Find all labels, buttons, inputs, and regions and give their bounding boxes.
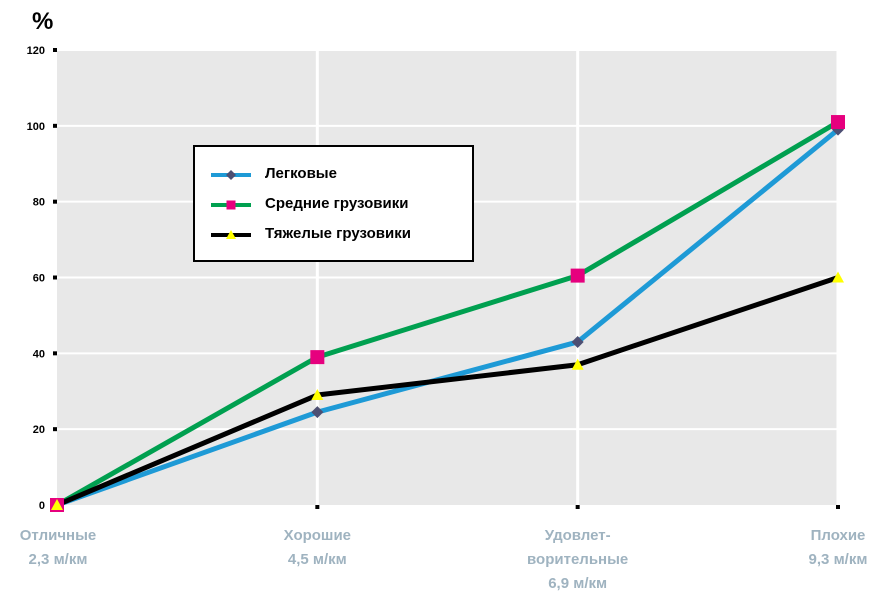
- y-axis-unit-label: %: [32, 8, 54, 35]
- legend-swatch-heavy-trucks: [211, 230, 251, 239]
- x-category-line: Удовлет-: [544, 527, 611, 544]
- x-category-line: 2,3 м/км: [28, 551, 88, 568]
- data-point-square: [310, 350, 325, 365]
- y-tick-label: 0: [39, 500, 45, 512]
- data-point-diamond: [311, 406, 324, 419]
- legend-label-passenger-cars: Легковые: [265, 165, 337, 182]
- data-point-square: [570, 268, 585, 283]
- x-category-label: Удовлет-ворительные 6,9 м/км: [503, 524, 653, 596]
- legend-item-passenger-cars: Легковые: [195, 163, 472, 187]
- series-line-2: [56, 275, 839, 508]
- legend-swatch-passenger-cars: [211, 170, 251, 180]
- chart-legend: Легковые Средние грузовики Тяжелые грузо…: [193, 145, 474, 262]
- data-point-triangle: [571, 358, 584, 370]
- x-tick-mark: [315, 505, 320, 509]
- data-point-diamond: [571, 335, 584, 348]
- series-line-1: [55, 119, 840, 508]
- y-tick-mark: [53, 427, 57, 432]
- x-category-line: Плохие: [810, 527, 866, 544]
- x-category-label: Плохие 9,3 м/км: [763, 524, 879, 572]
- data-point-triangle: [51, 499, 63, 510]
- x-category-line: Хорошие: [283, 527, 352, 544]
- legend-label-medium-trucks: Средние грузовики: [265, 195, 409, 212]
- x-category-label: Отличные 2,3 м/км: [0, 524, 133, 572]
- x-tick-mark: [575, 505, 580, 509]
- y-tick-label: 120: [27, 45, 45, 57]
- data-point-triangle: [832, 271, 844, 283]
- legend-item-heavy-trucks: Тяжелые грузовики: [195, 223, 472, 247]
- y-tick-mark: [53, 199, 57, 204]
- x-category-line: 9,3 м/км: [808, 551, 868, 568]
- x-category-line: ворительные: [527, 551, 629, 568]
- legend-swatch-medium-trucks: [211, 200, 251, 210]
- y-tick-mark: [53, 48, 57, 52]
- x-tick-mark: [836, 505, 840, 509]
- x-category-label: Хорошие 4,5 м/км: [242, 524, 392, 572]
- legend-label-heavy-trucks: Тяжелые грузовики: [265, 225, 411, 242]
- x-category-line: Отличные: [19, 527, 97, 544]
- y-tick-label: 20: [33, 424, 45, 436]
- x-category-line: 4,5 м/км: [287, 551, 347, 568]
- y-tick-mark: [53, 123, 57, 128]
- y-tick-label: 60: [33, 273, 45, 285]
- y-tick-label: 80: [33, 197, 45, 209]
- y-tick-label: 100: [27, 121, 45, 133]
- series-line-0: [56, 127, 840, 508]
- y-tick-label: 40: [33, 348, 45, 360]
- x-category-line: 6,9 м/км: [548, 575, 608, 592]
- data-point-square: [831, 115, 845, 130]
- y-tick-mark: [53, 275, 57, 280]
- data-point-triangle: [311, 389, 324, 401]
- y-tick-mark: [53, 351, 57, 356]
- legend-item-medium-trucks: Средние грузовики: [195, 193, 472, 217]
